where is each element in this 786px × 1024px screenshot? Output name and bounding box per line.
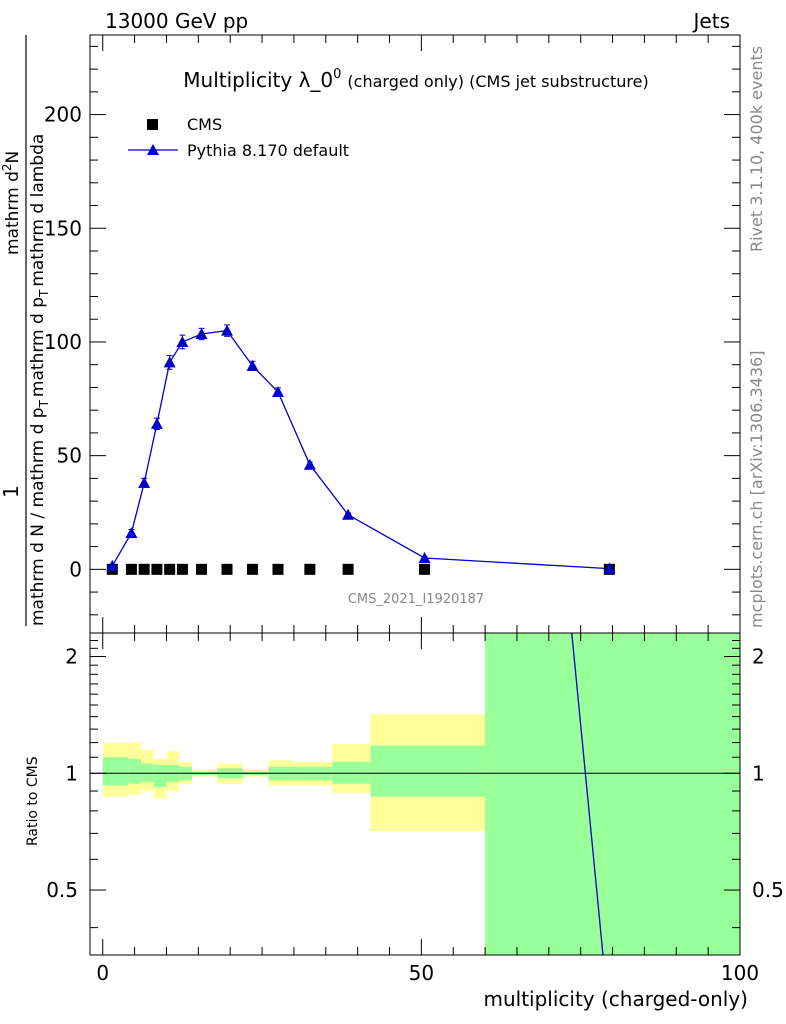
- ylabel-md: mathrm d: [3, 171, 23, 255]
- pythia-point: [418, 551, 431, 563]
- cms-data-point: [304, 563, 316, 575]
- ylabel-numerator-one: 1: [0, 485, 23, 498]
- cms-data-point: [419, 563, 431, 575]
- cms-data-point: [164, 563, 176, 575]
- cms-data-point: [151, 563, 163, 575]
- pythia-point: [163, 356, 176, 368]
- ratio-band-inner: [153, 765, 167, 788]
- ratio-y-label: Ratio to CMS: [25, 756, 41, 846]
- pythia-point: [303, 458, 316, 470]
- ylabel-line-a: mathrm d N / mathrm d pTmathrm d pTmathr…: [28, 134, 51, 626]
- rivet-label: Rivet 3.1.10, 400k events: [747, 46, 766, 252]
- pythia-point: [342, 508, 355, 520]
- pythia-point: [125, 526, 138, 538]
- ylabel-sub-t1: T: [37, 399, 51, 408]
- ylabel-n: N: [3, 151, 23, 164]
- chart-title-main: Multiplicity λ_0: [183, 68, 333, 92]
- ratio-band-inner: [128, 758, 141, 784]
- ylabel-sup-2: 2: [0, 163, 14, 171]
- cms-data-point: [221, 563, 233, 575]
- cms-data-point: [272, 563, 284, 575]
- ratio-pythia-line: [571, 632, 604, 956]
- cms-data-point: [342, 563, 354, 575]
- main-panel-ticks: 0 50 100 150 200: [44, 35, 741, 633]
- legend-cms-label: CMS: [187, 115, 222, 134]
- pythia-point: [150, 417, 163, 429]
- pythia-point: [138, 476, 151, 488]
- pythia-point: [176, 335, 189, 347]
- ratio-band-inner: [485, 633, 740, 955]
- x-axis-label: multiplicity (charged-only): [483, 987, 748, 1011]
- pythia-point: [246, 359, 259, 371]
- ylabel-sub-t2: T: [37, 289, 51, 298]
- ylabel-dpt: mathrm d p: [28, 297, 48, 397]
- x-tick-label: 50: [409, 961, 434, 985]
- y-tick-label: 50: [57, 444, 82, 468]
- chart-title: Multiplicity λ_00 (charged only) (CMS jet…: [183, 67, 648, 92]
- main-panel-marks: [106, 324, 616, 575]
- cms-data-point: [196, 563, 208, 575]
- ratio-y-tick-label-left: 2: [65, 645, 78, 669]
- ylabel-dn-dpt: mathrm d N / mathrm d p: [28, 407, 48, 626]
- ratio-band-inner: [370, 745, 486, 797]
- ratio-y-tick-label-right: 0.5: [752, 878, 784, 902]
- ratio-y-tick-label-left: 0.5: [46, 878, 78, 902]
- y-tick-label: 150: [44, 216, 82, 240]
- mcplots-label: mcplots.cern.ch [arXiv:1306.3436]: [747, 351, 766, 628]
- ratio-band-inner: [140, 763, 154, 782]
- y-tick-label: 100: [44, 330, 82, 354]
- pythia-line: [111, 329, 610, 570]
- analysis-watermark: CMS_2021_I1920187: [348, 592, 484, 607]
- ratio-panel-frame: [89, 632, 741, 956]
- ratio-y-tick-label-left: 1: [65, 761, 78, 785]
- cms-data-point: [176, 563, 188, 575]
- pythia-point: [195, 328, 208, 339]
- x-tick-label: 0: [96, 961, 109, 985]
- header-left: 13000 GeV pp: [105, 9, 248, 33]
- y-tick-label: 0: [69, 557, 82, 581]
- ylabel-line-b: mathrm d2N: [0, 151, 23, 255]
- ratio-panel-marks: [90, 632, 740, 956]
- ratio-panel-ticks: 0.5 0.5 1 1 2 2 0 50 100: [46, 633, 784, 985]
- legend-pythia-marker: [147, 144, 159, 155]
- ratio-band-inner: [102, 757, 129, 786]
- pythia-point: [106, 559, 119, 571]
- ratio-y-tick-label-right: 2: [752, 645, 765, 669]
- chart-title-suffix: (charged only) (CMS jet substructure): [347, 72, 648, 91]
- pythia-point: [221, 324, 234, 336]
- x-tick-label: 100: [721, 961, 759, 985]
- cms-data-point: [125, 563, 137, 575]
- main-y-axis-label: 1 mathrm d N / mathrm d pTmathrm d pTmat…: [0, 35, 51, 626]
- y-tick-label: 200: [44, 103, 82, 127]
- cms-data-point: [247, 563, 258, 575]
- pythia-point: [271, 385, 284, 397]
- legend-cms-marker: [147, 119, 158, 130]
- legend-pythia-label: Pythia 8.170 default: [187, 141, 349, 160]
- ylabel-dlambda: mathrm d lambda: [28, 134, 48, 287]
- cms-data-point: [138, 563, 150, 575]
- header-right: Jets: [692, 9, 730, 33]
- ratio-y-tick-label-right: 1: [752, 761, 765, 785]
- ratio-panel-bands: [102, 633, 740, 955]
- pythia-point: [603, 562, 616, 574]
- chart-title-sup: 0: [333, 67, 341, 82]
